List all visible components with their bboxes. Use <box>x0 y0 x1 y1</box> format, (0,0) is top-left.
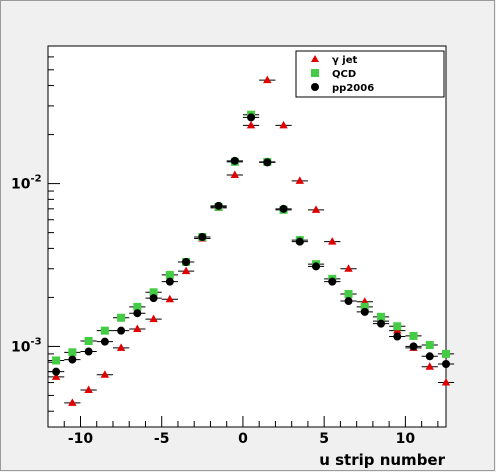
data-point-square <box>393 322 402 331</box>
data-point-circle <box>263 158 272 167</box>
data-point-circle <box>312 262 321 271</box>
legend: γ jet QCD pp2006 <box>295 50 445 98</box>
data-point-triangle <box>311 205 321 213</box>
y-tick-label: 10-3 <box>11 336 42 355</box>
data-point-square <box>100 326 109 335</box>
x-tick-label: 10 <box>396 431 416 447</box>
data-point-triangle <box>441 378 451 386</box>
axes: -10 -5 0 5 10 10-3 10-2 <box>11 45 439 447</box>
data-point-circle <box>247 113 256 122</box>
data-point-square <box>68 348 77 357</box>
legend-entry-label: pp2006 <box>332 83 374 94</box>
data-point-square <box>149 288 158 297</box>
data-point-circle <box>165 277 174 286</box>
x-tick-label: -10 <box>68 431 94 447</box>
y-tick-label: 10-2 <box>11 174 42 193</box>
data-point-square <box>377 312 386 321</box>
data-point-square <box>84 336 93 345</box>
data-point-circle <box>52 367 61 376</box>
data-point-square <box>52 356 61 365</box>
data-point-triangle <box>133 324 142 332</box>
data-point-circle <box>149 294 158 303</box>
data-point-triangle <box>84 385 93 393</box>
data-point-circle <box>393 332 402 341</box>
data-point-square <box>344 289 353 298</box>
data-point-triangle <box>246 120 256 129</box>
data-point-triangle <box>425 362 434 370</box>
legend-box <box>295 50 445 98</box>
data-point-circle <box>344 297 353 306</box>
x-tick-label: 5 <box>319 431 329 447</box>
data-point-circle <box>198 232 207 241</box>
data-point-triangle <box>68 398 77 406</box>
data-point-circle <box>442 359 450 368</box>
data-point-square <box>360 302 369 311</box>
x-tick-label: -5 <box>154 431 170 447</box>
data-point-triangle <box>165 294 175 303</box>
data-point-circle <box>182 257 191 266</box>
data-point-triangle <box>51 372 61 380</box>
data-point-triangle <box>295 176 304 184</box>
legend-marker-square <box>311 69 319 77</box>
data-point-triangle <box>328 237 337 245</box>
data-point-square <box>442 349 450 358</box>
data-point-circle <box>68 355 77 364</box>
data-point-circle <box>360 307 369 316</box>
data-point-square <box>409 331 418 340</box>
x-axis-label: u strip number <box>319 451 445 469</box>
data-point-triangle <box>344 264 353 272</box>
data-point-circle <box>279 204 288 213</box>
series-circle <box>48 113 455 376</box>
data-point-circle <box>409 342 418 351</box>
data-point-circle <box>84 347 93 356</box>
legend-marker-triangle <box>311 55 319 62</box>
data-point-circle <box>328 277 337 286</box>
plot-area <box>47 45 447 428</box>
data-point-circle <box>377 319 386 328</box>
data-point-square <box>425 341 434 350</box>
data-points <box>48 75 455 406</box>
data-point-circle <box>230 156 239 165</box>
data-point-triangle <box>279 120 288 129</box>
data-point-triangle <box>230 170 240 178</box>
data-point-circle <box>117 326 126 335</box>
data-point-triangle <box>116 343 126 351</box>
data-point-triangle <box>149 314 158 323</box>
data-point-triangle <box>100 370 110 378</box>
legend-entry-label: γ jet <box>332 55 358 66</box>
data-point-circle <box>425 352 434 361</box>
x-tick-label: 0 <box>238 431 248 447</box>
data-point-square <box>117 313 126 322</box>
data-point-circle <box>295 237 304 246</box>
legend-marker-circle <box>311 83 319 91</box>
data-point-circle <box>100 337 109 346</box>
series-triangle <box>48 75 455 406</box>
data-point-square <box>133 302 142 311</box>
data-point-triangle <box>263 75 272 84</box>
data-point-triangle <box>181 266 191 275</box>
data-point-square <box>165 270 174 279</box>
data-point-circle <box>133 309 142 318</box>
legend-entry-label: QCD <box>332 69 356 80</box>
data-point-circle <box>214 201 223 210</box>
